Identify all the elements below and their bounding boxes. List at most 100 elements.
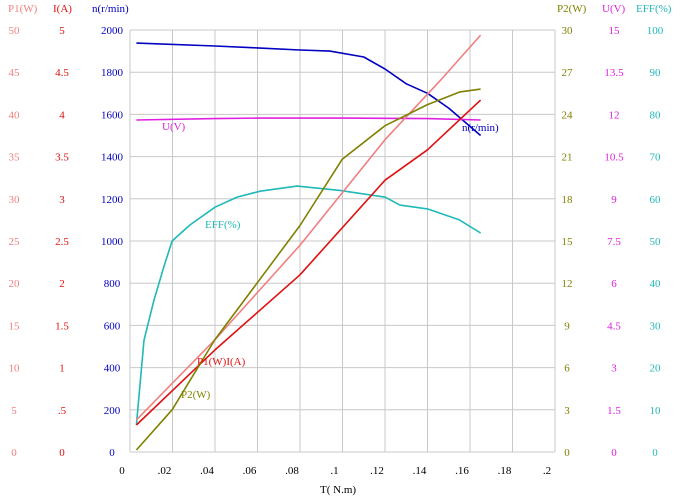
y-tick-label-eff: 0 bbox=[652, 447, 658, 459]
y-tick-label-u: 7.5 bbox=[607, 236, 621, 248]
x-tick-label: .02 bbox=[158, 465, 172, 477]
x-tick-label: .14 bbox=[413, 465, 427, 477]
y-tick-label-eff: 50 bbox=[650, 236, 662, 248]
y-tick-label-i: 1.5 bbox=[55, 320, 69, 332]
y-tick-label-p1: 40 bbox=[9, 109, 21, 121]
y-tick-label-n: 1200 bbox=[101, 194, 124, 206]
y-tick-label-u: 1.5 bbox=[607, 405, 621, 417]
y-tick-label-p2: 30 bbox=[562, 25, 574, 37]
y-tick-label-p1: 30 bbox=[9, 194, 21, 206]
grid bbox=[129, 29, 556, 453]
annotation-output-power: P2(W) bbox=[181, 389, 211, 401]
x-tick-label: .08 bbox=[285, 465, 299, 477]
y-tick-label-p2: 12 bbox=[562, 278, 573, 290]
y-tick-label-n: 600 bbox=[104, 320, 121, 332]
series-line-p2 bbox=[135, 88, 481, 451]
y-tick-label-p1: 0 bbox=[11, 447, 17, 459]
x-tick-label: .2 bbox=[543, 465, 551, 477]
y-tick-label-i: 4.5 bbox=[55, 67, 69, 79]
series-line-eff bbox=[135, 185, 482, 426]
y-tick-label-u: 9 bbox=[611, 194, 617, 206]
y-tick-label-n: 0 bbox=[109, 447, 115, 459]
series-line-u bbox=[136, 117, 481, 121]
annotation-efficiency: EFF(%) bbox=[205, 219, 241, 231]
axis-title-i: I(A) bbox=[53, 3, 72, 15]
x-tick-label: .06 bbox=[243, 465, 257, 477]
y-tick-label-eff: 80 bbox=[650, 109, 662, 121]
y-tick-label-u: 3 bbox=[611, 363, 617, 375]
y-tick-label-p1: 25 bbox=[9, 236, 21, 248]
y-tick-label-p2: 0 bbox=[564, 447, 570, 459]
y-tick-label-eff: 100 bbox=[647, 25, 664, 37]
y-tick-label-p1: 35 bbox=[9, 152, 21, 164]
annotation-voltage: U(V) bbox=[162, 121, 186, 133]
y-tick-label-n: 1000 bbox=[101, 236, 124, 248]
y-tick-label-u: 13.5 bbox=[604, 67, 624, 79]
y-tick-label-p2: 3 bbox=[564, 405, 570, 417]
y-tick-label-p2: 18 bbox=[562, 194, 574, 206]
y-tick-label-i: 2.5 bbox=[55, 236, 69, 248]
axes: 0.02.04.06.08.1.12.14.16.18.2P1(W)051015… bbox=[8, 3, 672, 477]
axis-title-u: U(V) bbox=[602, 3, 626, 15]
y-tick-label-eff: 30 bbox=[650, 320, 662, 332]
axis-title-eff: EFF(%) bbox=[636, 3, 672, 15]
y-tick-label-eff: 60 bbox=[650, 194, 662, 206]
x-tick-label: .16 bbox=[455, 465, 469, 477]
y-tick-label-eff: 20 bbox=[650, 363, 662, 375]
series-line-n bbox=[136, 42, 482, 137]
x-tick-label: 0 bbox=[119, 465, 125, 477]
y-tick-label-p2: 6 bbox=[564, 363, 570, 375]
y-tick-label-n: 1800 bbox=[101, 67, 124, 79]
y-tick-label-n: 200 bbox=[104, 405, 121, 417]
y-tick-label-eff: 40 bbox=[650, 278, 662, 290]
x-axis-label: T( N.m) bbox=[320, 484, 356, 496]
y-tick-label-u: 15 bbox=[609, 25, 621, 37]
y-tick-label-eff: 10 bbox=[650, 405, 662, 417]
y-tick-label-i: 5 bbox=[59, 25, 65, 37]
annotation-input-power-current: P1(W)I(A) bbox=[197, 356, 246, 368]
y-tick-label-n: 400 bbox=[104, 363, 121, 375]
x-tick-label: .18 bbox=[498, 465, 512, 477]
y-tick-label-p1: 50 bbox=[9, 25, 21, 37]
y-tick-label-i: 0 bbox=[59, 447, 65, 459]
y-tick-label-p1: 10 bbox=[9, 363, 21, 375]
y-tick-label-p2: 24 bbox=[562, 109, 574, 121]
y-tick-label-i: 1 bbox=[59, 363, 65, 375]
y-tick-label-u: 10.5 bbox=[604, 152, 624, 164]
y-tick-label-i: .5 bbox=[58, 405, 67, 417]
y-tick-label-p2: 21 bbox=[562, 152, 573, 164]
y-tick-label-p1: 45 bbox=[9, 67, 21, 79]
axis-title-p1: P1(W) bbox=[8, 3, 38, 15]
y-tick-label-eff: 90 bbox=[650, 67, 662, 79]
y-tick-label-n: 1400 bbox=[101, 152, 124, 164]
y-tick-label-n: 2000 bbox=[101, 25, 124, 37]
y-tick-label-p2: 15 bbox=[562, 236, 574, 248]
series bbox=[135, 34, 482, 451]
series-line-i bbox=[135, 99, 482, 426]
y-tick-label-p1: 15 bbox=[9, 320, 21, 332]
y-tick-label-eff: 70 bbox=[650, 152, 662, 164]
y-tick-label-p1: 5 bbox=[11, 405, 17, 417]
y-tick-label-u: 12 bbox=[609, 109, 620, 121]
axis-title-p2: P2(W) bbox=[557, 3, 587, 15]
y-tick-label-p2: 9 bbox=[564, 320, 570, 332]
y-tick-label-u: 0 bbox=[611, 447, 617, 459]
y-tick-label-u: 6 bbox=[611, 278, 617, 290]
y-tick-label-u: 4.5 bbox=[607, 320, 621, 332]
x-tick-label: .1 bbox=[330, 465, 338, 477]
y-tick-label-i: 3 bbox=[59, 194, 65, 206]
y-tick-label-n: 1600 bbox=[101, 109, 124, 121]
y-tick-label-p2: 27 bbox=[562, 67, 574, 79]
series-line-p1 bbox=[135, 34, 482, 421]
y-tick-label-i: 4 bbox=[59, 109, 65, 121]
y-tick-label-p1: 20 bbox=[9, 278, 21, 290]
x-tick-label: .12 bbox=[370, 465, 384, 477]
axis-title-n: n(r/min) bbox=[92, 3, 129, 15]
y-tick-label-i: 2 bbox=[59, 278, 65, 290]
y-tick-label-n: 800 bbox=[104, 278, 121, 290]
annotations: n(r/min) U(V) EFF(%) P1(W)I(A) P2(W) T( … bbox=[162, 121, 499, 496]
y-tick-label-i: 3.5 bbox=[55, 152, 69, 164]
annotation-speed: n(r/min) bbox=[462, 122, 499, 134]
x-tick-label: .04 bbox=[200, 465, 214, 477]
